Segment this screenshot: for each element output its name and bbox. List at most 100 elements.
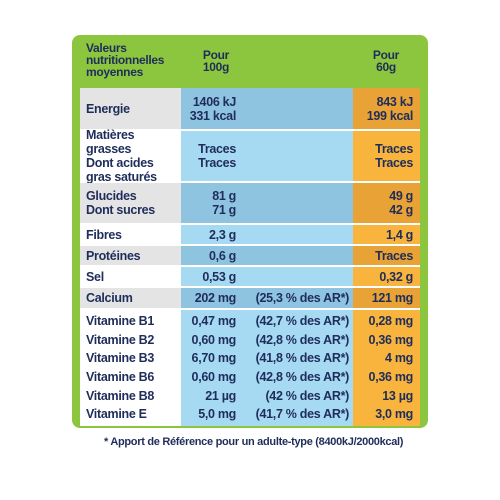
value-60g-cell: 1,4 g bbox=[353, 225, 420, 244]
nutrient-label: gras saturés bbox=[86, 170, 157, 184]
label-cell: Energie bbox=[80, 88, 181, 129]
value-100g: Traces bbox=[198, 156, 236, 170]
value-60g: 49 g bbox=[389, 189, 413, 203]
value-100g: 2,3 g bbox=[209, 227, 236, 242]
value-100g: 6,70 mg bbox=[191, 351, 237, 366]
label-cell: Vitamine B1 Vitamine B2 Vitamine B3 Vitamin… bbox=[80, 310, 181, 426]
nutrient-label: Vitamine E bbox=[86, 407, 147, 422]
value-60g: Traces bbox=[375, 156, 413, 170]
row-group: Fibres 2,3 g 1,4 g bbox=[80, 225, 420, 244]
reference-intake: (42,8 % des AR*) bbox=[255, 332, 350, 347]
footnote: * Apport de Référence pour un adulte-typ… bbox=[104, 436, 404, 448]
label-cell: Matières grasses Dont acides gras saturés bbox=[80, 128, 181, 184]
value-60g: 4 mg bbox=[385, 351, 413, 366]
value-60g: 0,32 g bbox=[379, 269, 413, 284]
value-100g: 0,6 g bbox=[209, 248, 236, 263]
value-60g: 199 kcal bbox=[366, 108, 414, 123]
value-60g-cell: 49 g 42 g bbox=[353, 183, 420, 223]
nutrient-label: Matières grasses bbox=[86, 128, 135, 156]
ar-cell bbox=[236, 88, 353, 129]
header-line: 60g bbox=[376, 60, 396, 74]
label-cell: Glucides Dont sucres bbox=[80, 183, 181, 223]
value-60g: Traces bbox=[375, 142, 413, 156]
nutrient-label: Sel bbox=[86, 269, 104, 284]
value-100g-cell: 1406 kJ 331 kcal bbox=[181, 88, 236, 129]
nutrient-label: Dont acides bbox=[86, 156, 154, 170]
header-line: 100g bbox=[202, 60, 230, 74]
header-line: moyennes bbox=[86, 65, 143, 79]
value-100g: 81 g bbox=[212, 189, 236, 203]
header-60g: Pour 60g bbox=[352, 49, 420, 73]
value-100g: 331 kcal bbox=[189, 108, 237, 123]
value-100g: 71 g bbox=[212, 203, 236, 217]
reference-intake: (42,7 % des AR*) bbox=[255, 314, 350, 329]
value-100g-cell: 202 mg bbox=[181, 288, 236, 308]
ar-cell: (25,3 % des AR*) bbox=[236, 288, 353, 308]
ar-cell bbox=[236, 246, 353, 265]
nutrient-label: Vitamine B1 bbox=[86, 314, 155, 329]
label-cell: Calcium bbox=[80, 288, 181, 308]
value-100g: 0,47 mg bbox=[191, 314, 237, 329]
value-60g: 42 g bbox=[389, 203, 413, 217]
ar-cell: (42,7 % des AR*) (42,8 % des AR*) (41,8 % … bbox=[236, 310, 353, 426]
header-line: Pour bbox=[202, 48, 230, 62]
value-60g: 121 mg bbox=[371, 291, 414, 305]
value-100g: 0,53 g bbox=[202, 269, 236, 284]
label-cell: Sel bbox=[80, 267, 181, 286]
nutrient-label: Vitamine B3 bbox=[86, 351, 155, 366]
value-60g: 843 kJ bbox=[376, 94, 414, 109]
reference-intake: (25,3 % des AR*) bbox=[255, 291, 350, 305]
row-group: Glucides Dont sucres 81 g 71 g 49 g 42 g bbox=[80, 183, 420, 223]
value-60g-cell: 843 kJ 199 kcal bbox=[353, 88, 420, 129]
value-100g-cell: Traces Traces bbox=[181, 131, 236, 181]
reference-intake: (42 % des AR*) bbox=[265, 388, 349, 403]
value-60g: 0,36 mg bbox=[368, 332, 414, 347]
nutrient-label: Vitamine B8 bbox=[86, 388, 155, 403]
value-100g-cell: 0,53 g bbox=[181, 267, 236, 286]
label-cell: Protéines bbox=[80, 246, 181, 265]
nutrient-label: Dont sucres bbox=[86, 203, 155, 217]
row-group: Calcium 202 mg (25,3 % des AR*) 121 mg bbox=[80, 288, 420, 308]
value-100g-cell: 81 g 71 g bbox=[181, 183, 236, 223]
ar-cell bbox=[236, 225, 353, 244]
nutrient-label: Vitamine B6 bbox=[86, 370, 155, 384]
value-60g: 13 µg bbox=[382, 388, 413, 403]
table-header: Valeurs nutritionnelles moyennes Pour 100g … bbox=[72, 35, 428, 88]
value-100g-cell: 0,47 mg 0,60 mg 6,70 mg 0,60 mg 21 µg 5,0 mg bbox=[181, 310, 236, 426]
header-label: Valeurs nutritionnelles moyennes bbox=[86, 42, 164, 78]
nutrient-label: Glucides bbox=[86, 189, 137, 203]
ar-cell bbox=[236, 267, 353, 286]
value-60g-cell: 0,32 g bbox=[353, 267, 420, 286]
nutrient-label: Protéines bbox=[86, 248, 141, 263]
value-60g: 0,28 mg bbox=[368, 314, 414, 329]
row-group: Matières grasses Dont acides gras saturés T… bbox=[80, 128, 420, 184]
header-line: Pour bbox=[372, 48, 400, 62]
nutrient-label: Calcium bbox=[86, 291, 133, 305]
header-line: nutritionnelles bbox=[86, 53, 165, 67]
value-100g: 21 µg bbox=[205, 388, 236, 403]
ar-cell bbox=[236, 183, 353, 223]
row-group: Vitamine B1 Vitamine B2 Vitamine B3 Vitamin… bbox=[80, 310, 420, 426]
value-60g: Traces bbox=[375, 248, 413, 263]
value-60g: 1,4 g bbox=[386, 227, 413, 242]
value-100g: 0,60 mg bbox=[191, 332, 237, 347]
reference-intake: (41,7 % des AR*) bbox=[255, 407, 350, 422]
value-60g: 0,36 mg bbox=[368, 370, 414, 384]
value-60g-cell: Traces bbox=[353, 246, 420, 265]
ar-cell bbox=[236, 131, 353, 181]
label-cell: Fibres bbox=[80, 225, 181, 244]
nutrition-table: Valeurs nutritionnelles moyennes Pour 100g … bbox=[72, 35, 428, 428]
value-100g-cell: 2,3 g bbox=[181, 225, 236, 244]
value-60g-cell: 0,28 mg 0,36 mg 4 mg 0,36 mg 13 µg 3,0 mg bbox=[353, 310, 420, 426]
value-60g-cell: 121 mg bbox=[353, 288, 420, 308]
value-60g-cell: Traces Traces bbox=[353, 131, 420, 181]
header-100g: Pour 100g bbox=[183, 49, 249, 73]
row-group: Energie 1406 kJ 331 kcal 843 kJ 199 kcal bbox=[80, 88, 420, 129]
value-100g: 1406 kJ bbox=[192, 94, 236, 109]
nutrient-label: Vitamine B2 bbox=[86, 332, 155, 347]
value-60g: 3,0 mg bbox=[375, 407, 413, 422]
value-100g: 5,0 mg bbox=[198, 407, 236, 422]
reference-intake: (42,8 % des AR*) bbox=[255, 370, 350, 384]
value-100g: 202 mg bbox=[194, 291, 237, 305]
